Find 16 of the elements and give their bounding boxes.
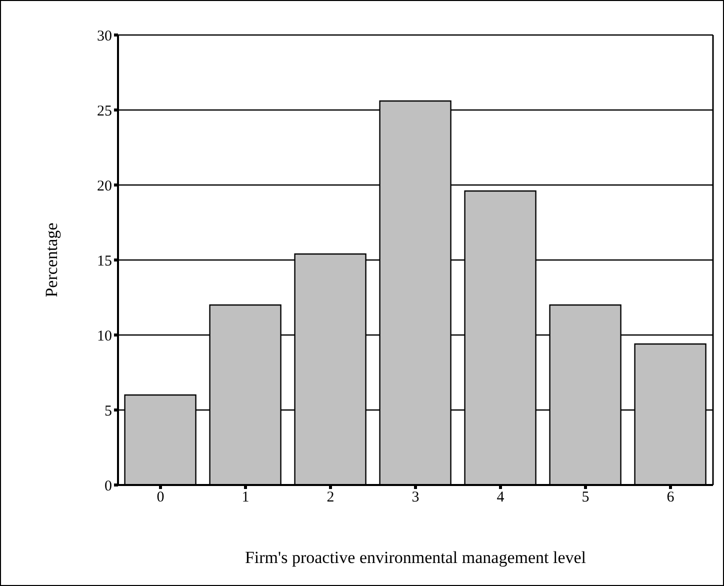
y-tick-label: 15 [97, 253, 112, 270]
x-tick-label: 0 [156, 490, 164, 506]
y-axis-title: Percentage [42, 222, 62, 298]
y-tick-label: 20 [97, 178, 112, 194]
x-tick-label: 6 [666, 490, 675, 506]
y-tick-label: 10 [97, 328, 112, 344]
y-tick-label: 30 [97, 28, 112, 44]
x-axis-title: Firm's proactive environmental management level [244, 548, 586, 567]
x-tick-label: 3 [412, 490, 420, 506]
x-tick-label: 1 [242, 490, 250, 506]
y-tick-label: 25 [97, 103, 112, 120]
x-tick-label: 4 [496, 490, 505, 506]
x-tick-label: 2 [326, 490, 334, 506]
x-tick-label: 5 [582, 490, 590, 506]
y-tick-label: 5 [104, 403, 112, 420]
y-tick-label: 0 [104, 478, 112, 494]
